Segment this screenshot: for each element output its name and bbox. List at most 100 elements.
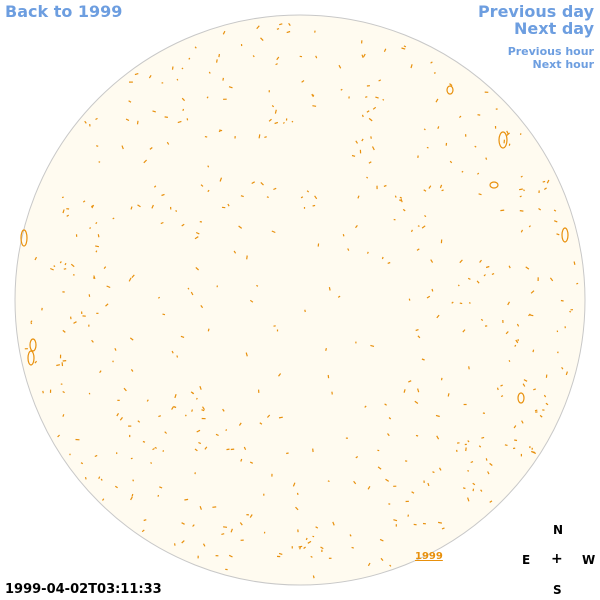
contour-speck	[70, 263, 75, 268]
contour-speck	[288, 22, 291, 26]
contour-speck	[410, 229, 413, 233]
contour-speck	[98, 476, 101, 479]
contour-speck	[338, 64, 342, 69]
contour-speck	[371, 146, 375, 151]
contour-speck	[301, 80, 305, 83]
contour-speck	[218, 53, 220, 58]
compass-east: E	[522, 553, 531, 567]
contour-speck	[519, 210, 524, 212]
previous-hour-link[interactable]: Previous hour	[507, 45, 594, 58]
contour-speck	[226, 448, 230, 451]
contour-speck	[200, 305, 204, 309]
contour-speck	[208, 71, 211, 74]
contour-speck	[177, 120, 182, 124]
previous-day-link[interactable]: Previous day	[477, 2, 594, 21]
contour-speck	[182, 108, 185, 111]
contour-speck	[483, 274, 486, 277]
contour-speck	[366, 110, 370, 113]
contour-speck	[227, 203, 230, 207]
contour-speck	[274, 121, 279, 125]
contour-speck	[306, 190, 310, 193]
contour-speck	[114, 485, 118, 489]
contour-speck	[416, 248, 420, 251]
contour-speck	[114, 348, 117, 351]
contour-speck	[542, 180, 546, 183]
contour-speck	[384, 403, 387, 406]
contour-speck	[194, 46, 197, 49]
contour-speck	[206, 96, 209, 99]
contour-speck	[474, 145, 477, 148]
contour-speck	[479, 259, 482, 263]
contour-speck	[560, 299, 564, 302]
contour-speck	[152, 447, 155, 451]
solar-disk	[14, 14, 586, 586]
contour-speck	[426, 295, 431, 299]
contour-speck	[161, 193, 165, 197]
contour-speck	[366, 251, 369, 254]
year-link[interactable]: 1999	[415, 551, 443, 562]
contour-speck	[292, 482, 296, 487]
contour-speck	[181, 540, 185, 544]
contour-speck	[441, 189, 444, 192]
contour-speck	[112, 360, 114, 363]
contour-speck	[298, 545, 303, 548]
contour-speck	[505, 331, 509, 335]
contour-speck	[251, 181, 255, 185]
contour-speck	[543, 394, 547, 398]
contour-speck	[520, 229, 524, 233]
contour-speck	[221, 533, 225, 535]
contour-speck	[402, 208, 406, 212]
contour-speck	[423, 189, 427, 192]
contour-speck	[84, 120, 87, 124]
contour-speck	[513, 425, 517, 429]
contour-speck	[478, 193, 482, 196]
contour-speck	[368, 117, 373, 122]
contour-speck	[367, 485, 371, 490]
contour-speck	[508, 359, 511, 362]
contour-speck	[181, 67, 184, 70]
contour-speck	[202, 543, 206, 547]
contour-speck	[521, 420, 524, 424]
contour-speck	[260, 181, 264, 186]
contour-speck	[468, 366, 470, 370]
contour-speck	[53, 265, 56, 268]
contour-speck	[303, 546, 306, 549]
contour-speck	[256, 284, 259, 287]
contour-speck	[125, 118, 130, 122]
contour-speck	[130, 369, 134, 372]
contour-speck	[215, 433, 219, 437]
contour-speck	[470, 461, 474, 464]
contour-speck	[467, 277, 471, 280]
contour-speck	[216, 59, 218, 63]
contour-speck	[148, 74, 152, 79]
contour-speck	[465, 447, 467, 452]
contour-speck	[523, 379, 528, 382]
contour-speck	[459, 302, 463, 305]
contour-speck	[325, 347, 327, 351]
compass-south: S	[553, 583, 562, 597]
next-hour-link[interactable]: Next hour	[532, 58, 595, 71]
contour-speck	[92, 277, 95, 279]
timestamp-label: 1999-04-02T03:11:33	[5, 582, 162, 597]
contour-speck	[276, 28, 280, 30]
contour-speck	[414, 400, 419, 404]
contour-speck	[200, 184, 204, 187]
contour-speck	[400, 198, 403, 203]
contour-speck	[415, 329, 419, 332]
contour-speck	[480, 489, 483, 492]
contour-speck	[191, 409, 193, 412]
contour-speck	[388, 417, 392, 420]
contour-speck	[408, 298, 411, 301]
contour-speck	[508, 265, 511, 269]
next-day-link[interactable]: Next day	[514, 19, 594, 38]
contour-speck	[467, 470, 470, 472]
contour-speck	[171, 66, 174, 70]
contour-loop	[27, 350, 35, 366]
contour-speck	[249, 514, 253, 518]
contour-speck	[357, 195, 360, 199]
contour-speck	[196, 429, 201, 433]
back-to-year-link[interactable]: Back to 1999	[5, 2, 123, 21]
contour-speck	[198, 441, 202, 445]
contour-speck	[64, 262, 67, 266]
contour-loop	[561, 227, 569, 243]
